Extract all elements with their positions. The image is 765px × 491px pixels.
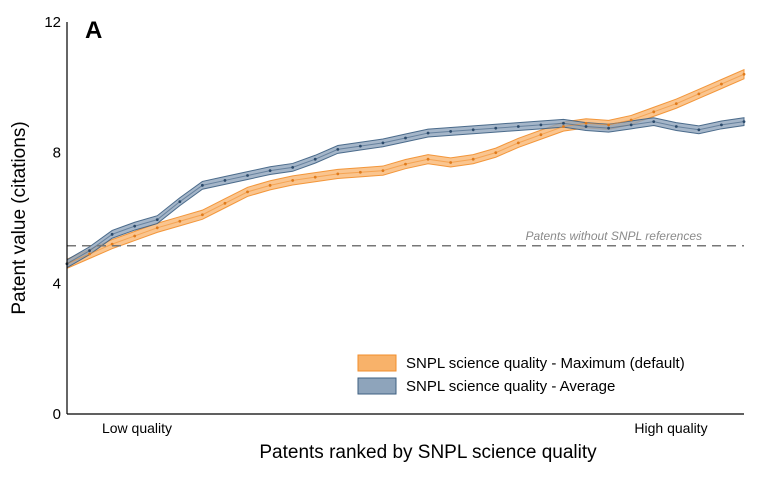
series-0-point-20: [516, 141, 520, 145]
series-1-point-29: [720, 123, 723, 127]
series-1-point-13: [358, 144, 362, 148]
series-band-1: [66, 117, 745, 269]
legend: SNPL science quality - Maximum (default)…: [357, 354, 685, 395]
series-1-point-26: [652, 120, 656, 124]
series-0-point-30: [742, 72, 746, 76]
series-0-point-28: [697, 92, 701, 96]
series-1-point-20: [516, 125, 520, 128]
series-0-point-24: [607, 123, 610, 127]
legend-swatch-average: [357, 377, 397, 395]
series-0-point-10: [291, 179, 295, 182]
series-0-point-18: [471, 157, 475, 161]
legend-label-maximum: SNPL science quality - Maximum (default): [406, 355, 685, 372]
series-1-point-4: [155, 218, 159, 222]
series-1-point-23: [584, 125, 588, 128]
y-tick-label-1: 4: [53, 275, 61, 292]
series-0-point-27: [674, 102, 678, 106]
series-1-point-21: [539, 123, 543, 127]
series-0-point-11: [313, 175, 317, 179]
y-tick-label-0: 0: [53, 406, 61, 423]
series-1-point-22: [562, 121, 565, 125]
series-0-point-13: [358, 170, 362, 174]
series-1-point-10: [291, 165, 295, 169]
panel-label: A: [85, 17, 102, 44]
series-0-point-6: [201, 213, 204, 217]
series-0-point-26: [652, 110, 656, 114]
y-tick-label-2: 8: [53, 145, 61, 162]
series-1-point-16: [426, 131, 430, 135]
series-1-point-14: [381, 141, 385, 145]
series-1-point-30: [742, 120, 746, 124]
series-1-point-17: [449, 130, 453, 133]
series-band-0: [66, 68, 745, 270]
series-1-point-6: [201, 183, 204, 187]
series-0-point-15: [404, 162, 407, 166]
series-0-point-7: [223, 201, 227, 205]
series-0-point-16: [426, 157, 430, 161]
series-1-point-1: [88, 249, 91, 253]
series-1-point-7: [223, 179, 227, 182]
x-category-label-high: High quality: [634, 420, 707, 436]
reference-line-label: Patents without SNPL references: [525, 229, 702, 243]
series-1-point-11: [313, 157, 317, 161]
legend-swatch-maximum: [357, 354, 397, 372]
x-category-label-low: Low quality: [102, 420, 172, 436]
series-1-point-25: [629, 123, 633, 127]
series-1-point-19: [494, 126, 498, 130]
series-0-point-2: [110, 242, 114, 246]
series-0-point-17: [449, 161, 453, 164]
series-1-point-5: [178, 200, 182, 204]
y-axis-title: Patent value (citations): [9, 121, 30, 314]
series-0-point-3: [133, 234, 137, 238]
series-1-point-18: [471, 128, 475, 132]
series-1-point-28: [697, 128, 701, 132]
series-0-point-23: [584, 121, 588, 125]
series-bands: [66, 68, 745, 270]
series-0-point-19: [494, 151, 498, 155]
series-0-point-1: [88, 252, 91, 256]
y-tick-label-3: 12: [44, 14, 61, 31]
series-1-point-8: [246, 174, 249, 177]
series-0-point-25: [629, 118, 633, 122]
series-1-point-12: [336, 148, 340, 151]
series-points: [65, 72, 746, 266]
x-axis-title: Patents ranked by SNPL science quality: [259, 442, 597, 463]
series-0-point-8: [246, 190, 249, 194]
series-0-point-9: [268, 183, 272, 187]
series-1-point-24: [607, 126, 610, 130]
series-0-point-12: [336, 172, 340, 176]
series-0-point-21: [539, 133, 543, 137]
series-1-point-2: [110, 232, 114, 236]
legend-label-average: SNPL science quality - Average: [406, 378, 615, 395]
series-0-point-14: [381, 169, 385, 173]
series-0-point-22: [562, 125, 565, 128]
y-tick-labels: 0 4 8 12: [44, 14, 61, 423]
series-0-point-4: [155, 226, 159, 230]
series-1-point-27: [674, 125, 678, 128]
series-1-point-9: [268, 169, 272, 173]
series-0-point-5: [178, 219, 182, 223]
series-0-point-29: [720, 82, 723, 86]
series-1-point-3: [133, 224, 137, 228]
series-1-point-15: [404, 136, 407, 140]
